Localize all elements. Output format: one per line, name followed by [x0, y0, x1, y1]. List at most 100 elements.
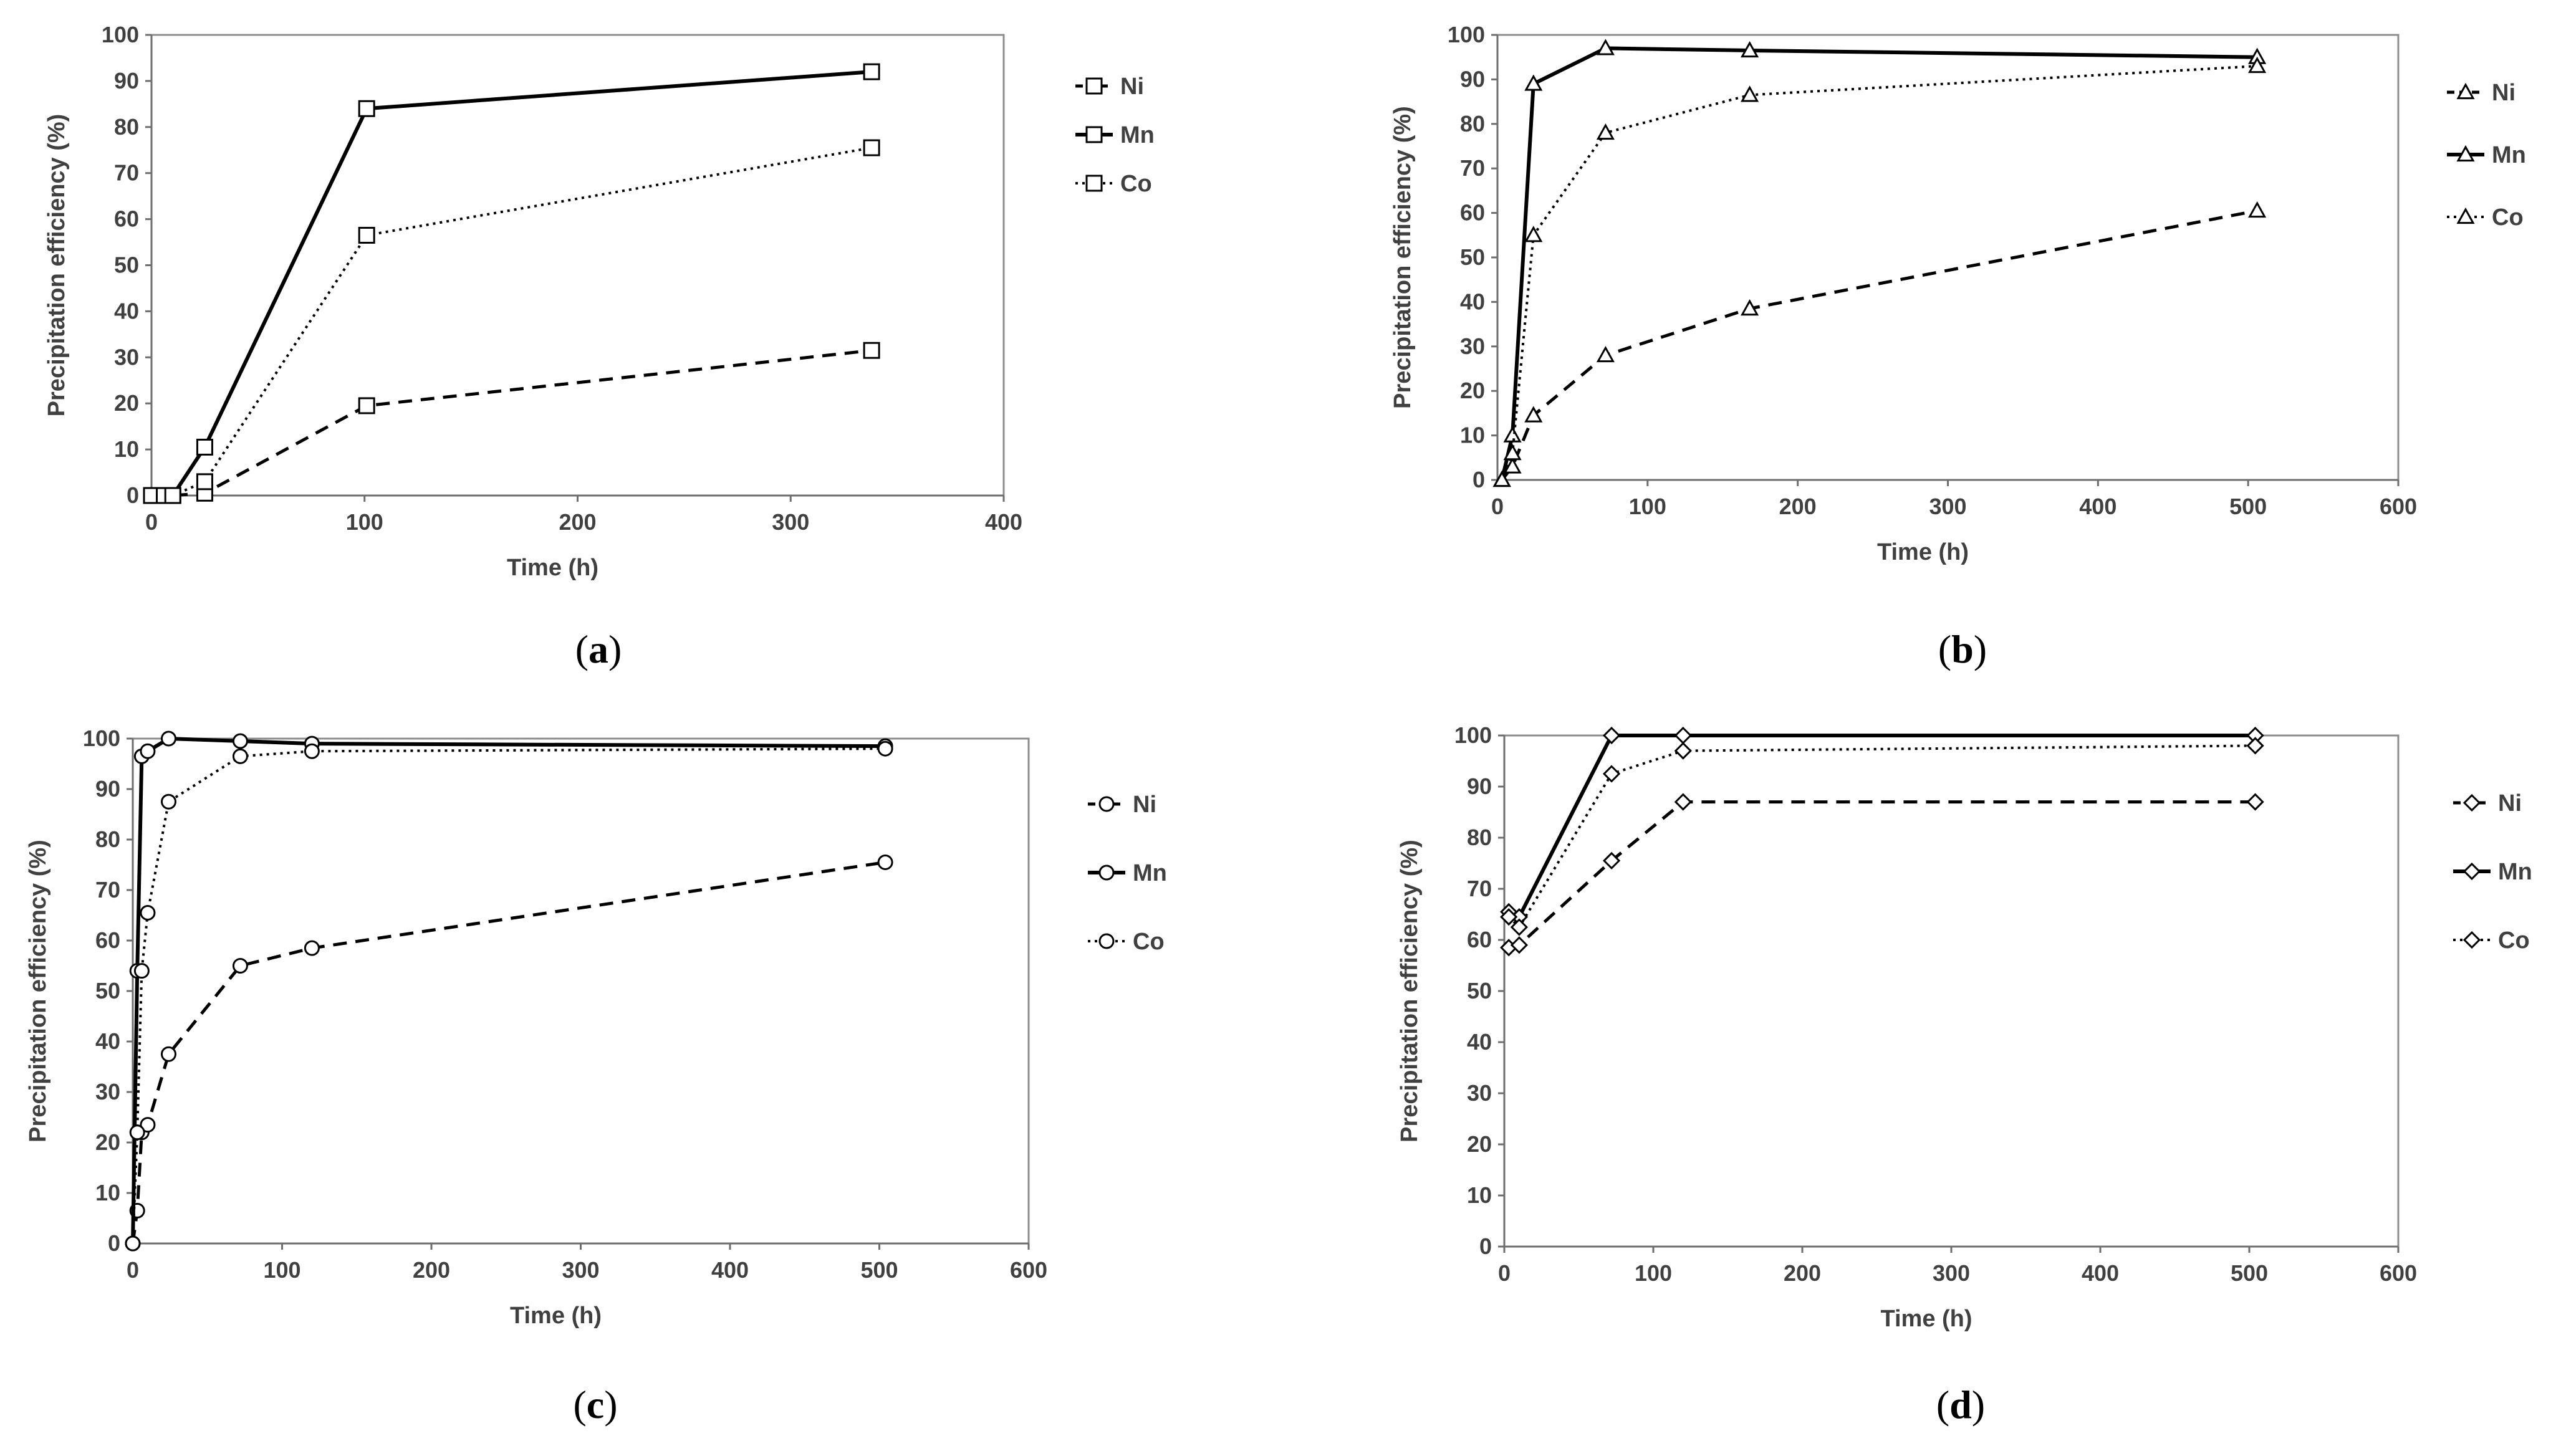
y-axis-title: Precipitation efficiency (%) — [25, 840, 51, 1142]
y-tick-label: 60 — [114, 206, 139, 232]
x-axis-title: Time (h) — [1877, 539, 1969, 565]
y-tick-label: 40 — [1467, 1029, 1492, 1055]
chart-panel-a: 0 10 20 30 40 50 60 70 80 90 100 0 100 200 300 400 Time … — [44, 22, 1155, 671]
y-tick-label: 50 — [1467, 978, 1492, 1003]
chart-panel-b: 0 10 20 30 40 50 60 70 80 90 100 0 100 200 300 400 500 60… — [1390, 22, 2526, 671]
legend-marker — [2462, 931, 2481, 949]
panel-label-open: ( — [573, 1382, 586, 1427]
legend-marker — [1085, 126, 1103, 143]
y-tick-label: 10 — [114, 436, 139, 462]
y-tick-label: 30 — [1460, 333, 1485, 359]
x-tick-label: 600 — [2380, 1260, 2417, 1286]
data-point-ni — [232, 958, 248, 974]
panel-label-letter: a — [589, 627, 608, 671]
y-tick-label: 80 — [1467, 825, 1492, 850]
y-tick-label: 70 — [1460, 155, 1485, 181]
legend-marker — [1098, 933, 1115, 949]
y-tick-label: 90 — [114, 68, 139, 93]
x-tick-label: 500 — [2231, 1260, 2268, 1286]
data-point-co — [1741, 85, 1759, 102]
data-point-ni — [1524, 406, 1543, 423]
x-tick-label: 400 — [2079, 494, 2117, 519]
data-point-mn — [358, 100, 375, 117]
plot-area — [1496, 34, 2400, 481]
y-axis-title: Precipitation efficiency (%) — [1396, 840, 1423, 1142]
y-tick-label: 90 — [95, 776, 120, 802]
y-axis-title: Precipitation efficiency (%) — [1390, 106, 1416, 409]
data-point-co — [125, 1235, 141, 1252]
legend-marker — [2456, 82, 2475, 100]
x-tick-label: 200 — [1779, 494, 1817, 519]
data-point-mn — [863, 63, 880, 80]
y-axis-title: Precipitation efficiency (%) — [44, 114, 70, 417]
panel-label-close: ) — [604, 1382, 617, 1427]
series-line-ni — [131, 860, 886, 1244]
data-point-ni — [1596, 345, 1615, 363]
data-point-co — [196, 473, 213, 491]
x-tick-label: 0 — [1498, 1260, 1511, 1286]
data-point-co — [1674, 742, 1692, 760]
data-point-co — [304, 743, 320, 759]
legend-label: Co — [2498, 927, 2530, 954]
y-tick-label: 20 — [95, 1129, 120, 1155]
data-point-mn — [1503, 426, 1522, 443]
y-tick-label: 50 — [114, 252, 139, 278]
x-tick-label: 100 — [263, 1257, 300, 1283]
data-point-co — [1524, 226, 1543, 242]
data-point-co — [1596, 123, 1615, 140]
legend-label: Ni — [1133, 792, 1156, 818]
x-tick-label: 400 — [711, 1257, 749, 1283]
legend-marker — [2456, 145, 2475, 162]
x-tick-label: 0 — [145, 509, 158, 535]
x-tick-label: 200 — [413, 1257, 450, 1283]
legend-label: Co — [2492, 204, 2524, 231]
series-line-mn — [131, 736, 886, 1244]
legend-label: Co — [1120, 171, 1152, 197]
y-tick-label: 20 — [1460, 378, 1485, 403]
data-point-ni — [304, 940, 320, 956]
x-tick-label: 400 — [2082, 1260, 2119, 1286]
y-tick-label: 0 — [127, 482, 139, 508]
panel-label-open: ( — [1936, 1382, 1949, 1427]
data-point-co — [140, 904, 156, 921]
x-tick-label: 500 — [860, 1257, 898, 1283]
y-tick-label: 90 — [1467, 774, 1492, 799]
y-tick-label: 10 — [1460, 423, 1485, 448]
data-point-co — [232, 748, 248, 764]
y-tick-label: 30 — [1467, 1080, 1492, 1106]
data-point-co — [2248, 56, 2267, 74]
x-tick-label: 500 — [2229, 494, 2267, 519]
x-tick-label: 600 — [1010, 1257, 1047, 1283]
data-point-ni — [1602, 851, 1621, 870]
y-tick-label: 100 — [1454, 722, 1492, 748]
series-line-mn — [151, 70, 872, 497]
y-tick-label: 100 — [102, 22, 139, 47]
panel-label-letter: c — [587, 1382, 604, 1427]
y-tick-label: 0 — [1473, 467, 1485, 492]
y-tick-label: 70 — [114, 160, 139, 186]
legend: Ni Mn Co — [2447, 80, 2526, 231]
x-axis-title: Time (h) — [1880, 1306, 1972, 1332]
panel-label: (c) — [573, 1382, 617, 1427]
x-tick-label: 100 — [1635, 1260, 1672, 1286]
y-tick-label: 20 — [1467, 1131, 1492, 1157]
y-tick-label: 70 — [1467, 876, 1492, 901]
x-tick-label: 300 — [772, 509, 809, 535]
y-tick-label: 10 — [95, 1180, 120, 1205]
legend-marker — [2462, 862, 2481, 881]
y-tick-label: 40 — [1460, 289, 1485, 314]
data-point-mn — [140, 743, 156, 759]
data-point-co — [358, 226, 375, 244]
x-tick-label: 300 — [562, 1257, 599, 1283]
y-tick-label: 40 — [95, 1028, 120, 1054]
legend-marker — [1098, 796, 1115, 812]
data-point-mn — [1741, 41, 1759, 58]
data-point-ni — [1510, 936, 1529, 954]
legend-label: Ni — [2492, 80, 2515, 106]
data-point-mn — [1596, 39, 1615, 55]
panel-label: (d) — [1936, 1382, 1985, 1427]
legend-marker — [1085, 77, 1103, 95]
y-tick-label: 40 — [114, 298, 139, 323]
y-tick-label: 80 — [1460, 111, 1485, 136]
